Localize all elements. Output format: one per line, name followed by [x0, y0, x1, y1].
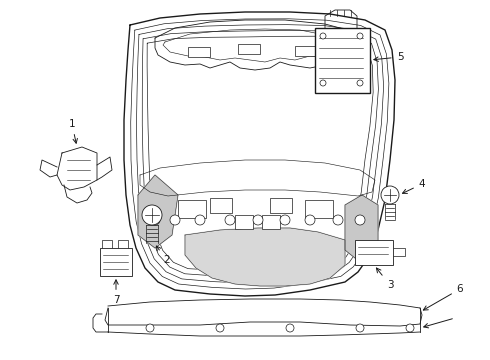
Bar [355, 240, 393, 265]
Text: 4: 4 [402, 179, 425, 193]
Circle shape [356, 324, 364, 332]
Bar [328, 49, 346, 58]
Circle shape [355, 215, 365, 225]
Text: 1: 1 [69, 119, 77, 143]
Polygon shape [185, 228, 345, 286]
Circle shape [216, 324, 224, 332]
Circle shape [320, 33, 326, 39]
Circle shape [142, 205, 162, 225]
Text: 3: 3 [376, 268, 393, 290]
Circle shape [280, 215, 290, 225]
Circle shape [305, 215, 315, 225]
Bar [262, 215, 280, 229]
Bar [188, 47, 210, 57]
Circle shape [150, 215, 160, 225]
Circle shape [225, 215, 235, 225]
Circle shape [146, 324, 154, 332]
Text: 7: 7 [113, 280, 119, 305]
Bar [295, 46, 317, 56]
Circle shape [381, 186, 399, 204]
Bar [315, 28, 370, 93]
Circle shape [357, 33, 363, 39]
Circle shape [320, 80, 326, 86]
Bar [305, 200, 333, 218]
Circle shape [170, 215, 180, 225]
Circle shape [406, 324, 414, 332]
Bar [235, 215, 253, 229]
Circle shape [333, 215, 343, 225]
Bar [118, 240, 128, 248]
Text: 2: 2 [156, 246, 171, 265]
Circle shape [286, 324, 294, 332]
Circle shape [195, 215, 205, 225]
Polygon shape [138, 175, 178, 248]
Text: 6: 6 [423, 284, 464, 310]
Bar [270, 198, 292, 213]
Circle shape [253, 215, 263, 225]
Text: 5: 5 [374, 52, 403, 62]
Circle shape [357, 80, 363, 86]
Bar [210, 198, 232, 213]
Bar [102, 240, 112, 248]
Bar [238, 44, 260, 54]
Polygon shape [345, 195, 378, 262]
Bar [393, 248, 405, 256]
Bar [100, 248, 132, 276]
Bar [178, 200, 206, 218]
